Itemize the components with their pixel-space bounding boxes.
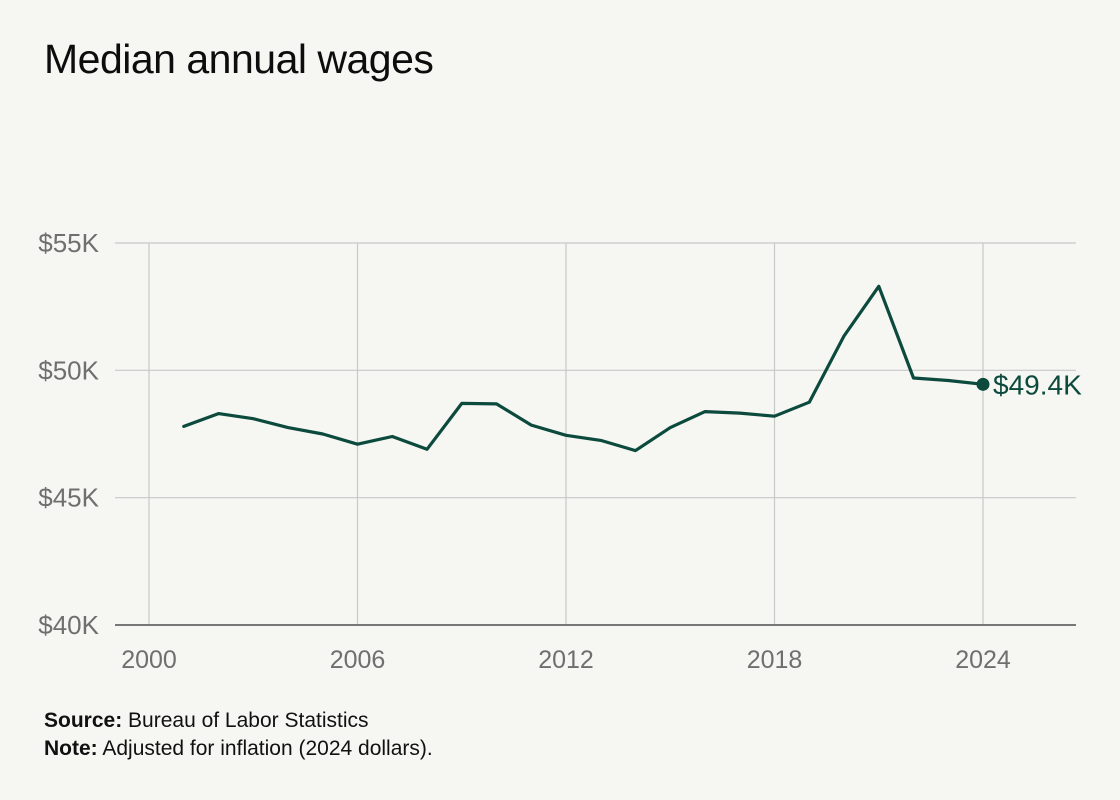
chart-title: Median annual wages [44, 36, 434, 82]
x-tick-label: 2018 [747, 646, 803, 674]
x-tick-label: 2000 [121, 646, 177, 674]
note-text: Adjusted for inflation (2024 dollars). [102, 737, 433, 760]
annotations: $49.4K [976, 369, 1082, 400]
series-layer [182, 284, 985, 453]
source-text: Bureau of Labor Statistics [128, 709, 369, 732]
y-tick-label: $55K [38, 228, 99, 258]
grid-lines [115, 242, 1076, 625]
tick-labels: $40K $45K $50K $55K 2000 2006 2012 2018 2024 [38, 228, 1011, 674]
source-label: Source: [44, 709, 123, 732]
x-tick-label: 2024 [955, 646, 1011, 674]
source-line: Source: Bureau of Labor Statistics [44, 707, 433, 735]
y-tick-label: $50K [38, 355, 99, 385]
series-line [182, 284, 985, 453]
note-label: Note: [44, 737, 98, 760]
end-point-marker [976, 377, 990, 391]
y-tick-label: $40K [38, 610, 99, 640]
line-chart: $40K $45K $50K $55K 2000 2006 2012 2018 2024 $49… [38, 228, 1082, 674]
end-value-label: $49.4K [993, 369, 1082, 400]
footnotes: Source: Bureau of Labor Statistics Note:… [44, 707, 433, 763]
x-tick-label: 2006 [330, 646, 386, 674]
y-tick-label: $45K [38, 483, 99, 513]
note-line: Note: Adjusted for inflation (2024 dolla… [44, 735, 433, 763]
x-tick-label: 2012 [538, 646, 594, 674]
